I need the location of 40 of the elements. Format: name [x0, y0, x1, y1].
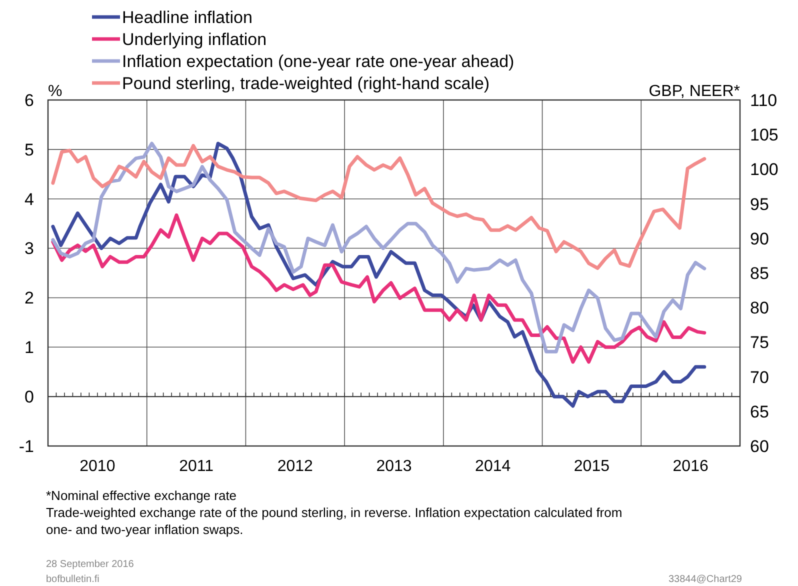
- x-tick-label: 2011: [179, 458, 214, 475]
- x-tick-label: 2016: [672, 458, 708, 475]
- y2-tick-label: 75: [750, 333, 769, 352]
- y2-tick-label: 110: [750, 90, 778, 110]
- y2-tick-label: 100: [750, 160, 778, 180]
- legend-label: Headline inflation: [122, 8, 252, 27]
- y-tick-label: 3: [24, 239, 34, 258]
- x-tick-label: 2010: [80, 458, 116, 475]
- y2-tick-label: 80: [750, 298, 769, 318]
- line-series: [51, 142, 706, 354]
- y2-tick-label: 85: [750, 264, 769, 283]
- y2-tick-label: 90: [750, 229, 769, 248]
- legend-label: Underlying inflation: [122, 30, 267, 49]
- x-tick-label: 2015: [574, 458, 610, 475]
- y2-tick-label: 95: [750, 194, 769, 214]
- y-tick-label: 5: [24, 140, 34, 160]
- text: *Nominal effective exchange rate: [46, 488, 237, 503]
- y2-tick-label: 70: [750, 368, 769, 387]
- line-series: [51, 144, 706, 270]
- text: bofbulletin.fi: [46, 574, 100, 585]
- x-tick-label: 2012: [277, 458, 314, 475]
- y2-axis-title: GBP, NEER*: [648, 83, 740, 100]
- legend-label: Inflation expectation (one-year rate one-year ahead): [122, 52, 514, 71]
- x-tick-label: 2013: [376, 458, 412, 475]
- y2-tick-label: 65: [750, 402, 769, 422]
- y-tick-label: 1: [24, 338, 34, 358]
- legend-label: Pound sterling, trade-weighted (right-hand scale): [122, 74, 490, 93]
- y-tick-label: 0: [24, 388, 34, 407]
- y-tick-label: 6: [24, 90, 34, 110]
- y-tick-label: 2: [24, 288, 34, 308]
- line-series: [51, 213, 706, 364]
- y-axis-title: %: [48, 83, 62, 100]
- y2-tick-label: 105: [750, 126, 778, 145]
- y-tick-label: -1: [18, 436, 34, 456]
- y-tick-label: 4: [24, 190, 34, 209]
- x-tick-label: 2014: [475, 458, 511, 475]
- y2-tick-label: 60: [750, 436, 769, 456]
- text: Trade-weighted exchange rate of the pound sterling, in reverse. Inflation expectation calculated from one- and two-year inflation swaps.: [46, 505, 622, 537]
- text: 33844@Chart29: [668, 574, 742, 585]
- text: 28 September 2016: [46, 559, 134, 570]
